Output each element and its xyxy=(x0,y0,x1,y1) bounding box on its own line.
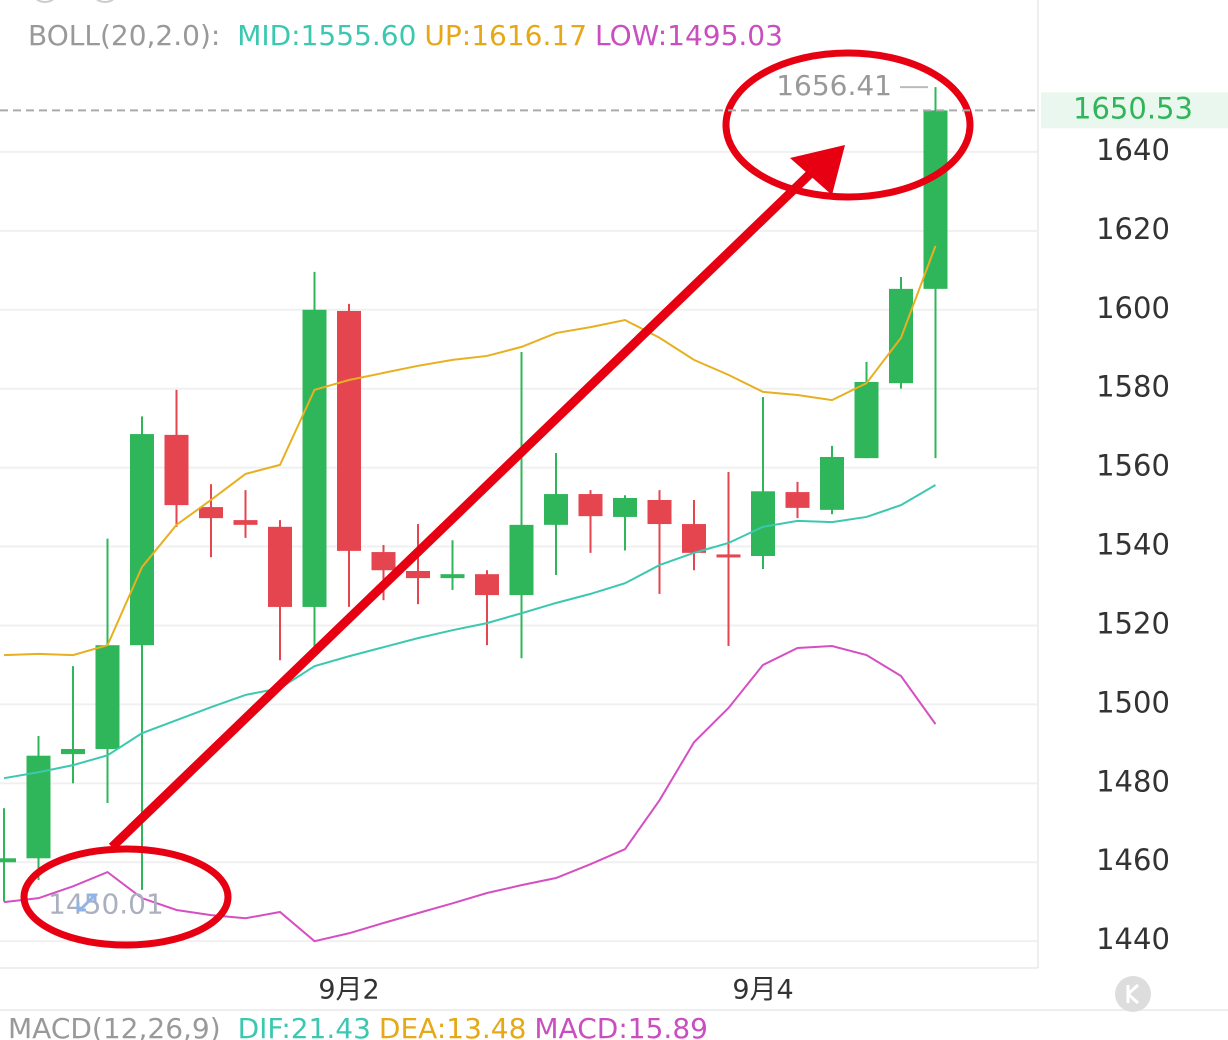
y-tick-label: 1460 xyxy=(1096,843,1170,877)
legend-item: MACD:15.89 xyxy=(534,1012,708,1040)
candle-body xyxy=(613,498,637,517)
candle-body xyxy=(716,554,741,558)
candle-body xyxy=(440,574,465,579)
icon xyxy=(96,0,114,3)
min-label: 1450.01 xyxy=(48,888,164,921)
candle-body xyxy=(0,858,16,863)
legend-title: BOLL(20,2.0): xyxy=(28,19,220,52)
y-tick-label: 1640 xyxy=(1096,133,1170,167)
y-tick-label: 1600 xyxy=(1096,291,1170,325)
legend-item: DIF:21.43 xyxy=(238,1012,371,1040)
y-tick-label: 1620 xyxy=(1096,212,1170,246)
legend-title: MACD(12,26,9) xyxy=(8,1012,221,1040)
candle-body xyxy=(130,434,154,646)
legend-item: LOW:1495.03 xyxy=(595,19,783,52)
candle-body xyxy=(268,526,292,607)
boll-line xyxy=(3,644,937,943)
x-tick-label: 9月4 xyxy=(732,975,793,1006)
candle-body xyxy=(95,645,120,749)
k-button[interactable] xyxy=(1115,976,1151,1012)
annotation xyxy=(20,49,974,949)
highlight-ellipse xyxy=(722,49,974,201)
candle-body xyxy=(61,748,85,755)
boll-line xyxy=(3,245,937,657)
candle-body xyxy=(406,571,430,579)
y-tick-label: 1560 xyxy=(1096,449,1170,483)
candle-body xyxy=(233,520,258,525)
x-tick-label: 9月2 xyxy=(318,975,379,1006)
candle-body xyxy=(302,309,327,607)
y-tick-label: 1540 xyxy=(1096,528,1170,562)
k-icon xyxy=(1126,983,1140,1005)
max-label: 1656.41 xyxy=(776,69,892,102)
plot xyxy=(0,87,948,943)
icon xyxy=(36,0,54,3)
candle-body xyxy=(164,434,189,506)
y-tick-label: 1480 xyxy=(1096,764,1170,798)
legend-item: MID:1555.60 xyxy=(237,19,416,52)
candle-body xyxy=(475,574,499,596)
y-tick-label: 1440 xyxy=(1096,922,1170,956)
candle-body xyxy=(544,494,568,525)
y-tick-label: 1580 xyxy=(1096,370,1170,404)
last-price-box xyxy=(1041,92,1228,129)
candle-body xyxy=(578,494,603,517)
macd-legend: MACD(12,26,9) DIF:21.43 DEA:13.48 MACD:15.… xyxy=(8,1012,708,1040)
candle-body xyxy=(509,524,534,596)
legend-item: UP:1616.17 xyxy=(424,19,587,52)
arrow-head xyxy=(790,145,845,195)
y-tick-label: 1520 xyxy=(1096,606,1170,640)
legend-item: DEA:13.48 xyxy=(379,1012,527,1040)
highlight-ellipse xyxy=(20,845,232,949)
candle-body xyxy=(751,491,775,557)
boll-line xyxy=(3,484,937,780)
candle-body xyxy=(199,507,223,519)
candle-body xyxy=(337,310,361,551)
candle-body xyxy=(682,524,706,553)
candle-body xyxy=(371,552,396,571)
arrow xyxy=(108,168,816,851)
y-tick-label: 1500 xyxy=(1096,685,1170,719)
candle-body xyxy=(785,492,810,508)
candle-body xyxy=(854,381,879,459)
min-marker xyxy=(76,893,97,912)
last-price-label: 1650.53 xyxy=(1073,91,1193,125)
candle-body xyxy=(647,499,672,525)
boll-legend: BOLL(20,2.0): MID:1555.60 UP:1616.17 LOW:1… xyxy=(28,19,783,52)
candle-body xyxy=(923,110,948,289)
candle-body xyxy=(820,456,844,510)
